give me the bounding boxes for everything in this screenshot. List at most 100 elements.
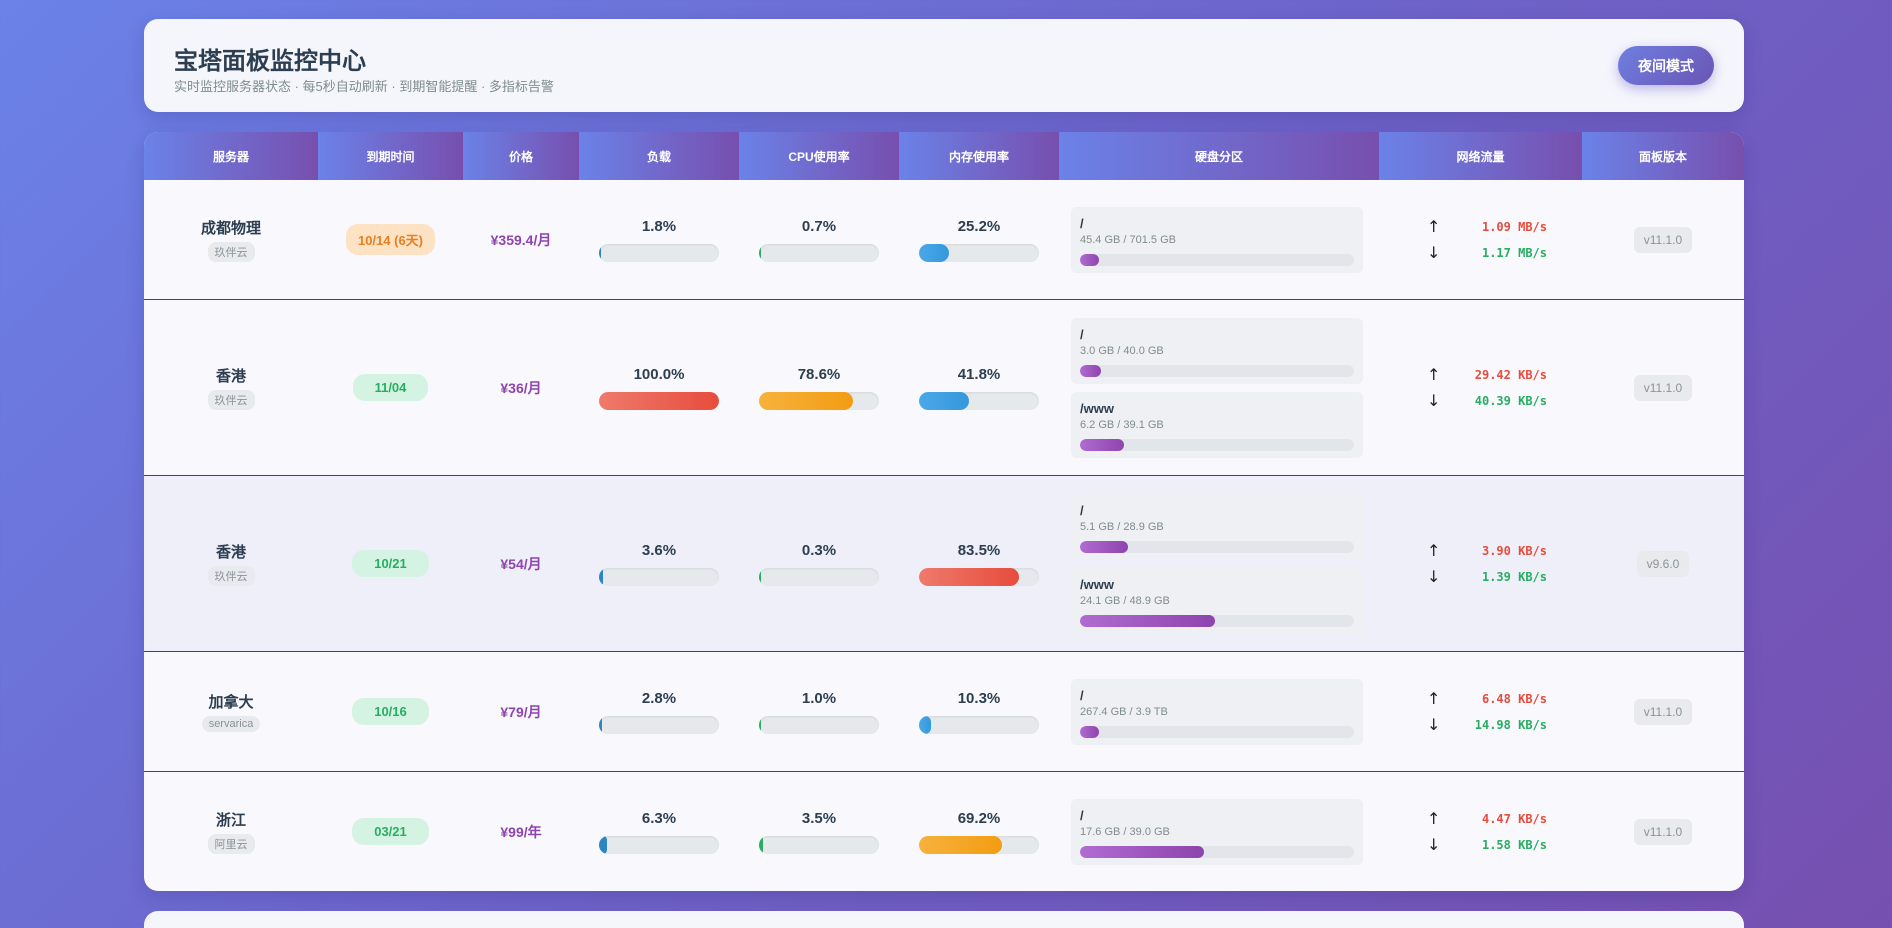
page-subtitle: 实时监控服务器状态 · 每5秒自动刷新 · 到期智能提醒 · 多指标告警: [174, 79, 554, 94]
expire-badge: 11/04: [352, 374, 429, 401]
disk-usage: 267.4 GB / 3.9 TB: [1080, 705, 1168, 718]
price-cell: ¥54/月: [463, 476, 579, 651]
download-rate: 1.58 KB/s: [1481, 837, 1547, 852]
disk-cell: / 3.0 GB / 40.0 GB/www 6.2 GB / 39.1 GB: [1071, 300, 1363, 475]
column-header: 面板版本: [1582, 132, 1744, 180]
disk-partition: /www 24.1 GB / 48.9 GB: [1071, 567, 1363, 634]
download-rate: 1.17 MB/s: [1481, 245, 1547, 260]
disk-partition: / 5.1 GB / 28.9 GB: [1071, 493, 1363, 560]
load-cell: 6.3%: [579, 772, 739, 891]
upload-line: ↑ 6.48 KB/s: [1427, 689, 1547, 708]
arrow-down-icon: ↓: [1427, 715, 1441, 734]
night-mode-button[interactable]: 夜间模式: [1618, 46, 1714, 85]
column-header: 网络流量: [1379, 132, 1582, 180]
server-cell: 香港 玖伴云: [144, 300, 318, 475]
network-cell: ↑ 29.42 KB/s ↓ 40.39 KB/s: [1427, 300, 1547, 475]
cpu-value: 78.6%: [797, 365, 841, 383]
panel-version-badge: v11.1.0: [1633, 374, 1693, 401]
price-value: ¥54/月: [500, 555, 542, 572]
disk-progress-bar: [1080, 438, 1354, 451]
price-cell: ¥99/年: [463, 772, 579, 891]
provider-badge: 玖伴云: [207, 242, 255, 262]
disk-progress-fill: [1080, 253, 1100, 266]
disk-progress-bar: [1080, 614, 1354, 627]
provider-badge: 玖伴云: [207, 390, 255, 410]
column-header: 内存使用率: [899, 132, 1059, 180]
load-progress-bar: [599, 835, 719, 854]
disk-usage: 17.6 GB / 39.0 GB: [1080, 825, 1170, 838]
disk-path: /: [1080, 326, 1084, 342]
network-cell: ↑ 1.09 MB/s ↓ 1.17 MB/s: [1427, 180, 1547, 299]
mem-cell: 41.8%: [899, 300, 1059, 475]
upload-rate: 1.09 MB/s: [1481, 219, 1547, 234]
cpu-progress-fill: [759, 567, 761, 586]
disk-usage: 5.1 GB / 28.9 GB: [1080, 520, 1164, 533]
panel-version-badge: v11.1.0: [1633, 818, 1693, 845]
bottom-panel: [144, 911, 1744, 928]
mem-progress-fill: [919, 391, 970, 410]
panel-version-badge: v11.1.0: [1633, 226, 1693, 253]
cpu-progress-fill: [759, 715, 761, 734]
load-progress-bar: [599, 715, 719, 734]
upload-rate: 6.48 KB/s: [1481, 691, 1547, 706]
cpu-cell: 0.7%: [739, 180, 899, 299]
load-value: 2.8%: [641, 689, 677, 707]
download-line: ↓ 1.39 KB/s: [1427, 567, 1547, 586]
server-name: 加拿大: [208, 694, 254, 711]
mem-cell: 10.3%: [899, 652, 1059, 771]
cpu-progress-bar: [759, 715, 879, 734]
load-progress-bar: [599, 243, 719, 262]
version-cell: v11.1.0: [1582, 772, 1744, 891]
load-progress-bar: [599, 391, 719, 410]
expire-badge: 10/16: [352, 698, 429, 725]
mem-progress-bar: [919, 243, 1039, 262]
cpu-value: 1.0%: [801, 689, 837, 707]
price-value: ¥99/年: [500, 823, 542, 840]
network-cell: ↑ 3.90 KB/s ↓ 1.39 KB/s: [1427, 476, 1547, 651]
disk-progress-bar: [1080, 845, 1354, 858]
price-cell: ¥79/月: [463, 652, 579, 771]
arrow-up-icon: ↑: [1427, 217, 1441, 236]
disk-partition: / 17.6 GB / 39.0 GB: [1071, 798, 1363, 865]
price-cell: ¥36/月: [463, 300, 579, 475]
disk-partition: / 267.4 GB / 3.9 TB: [1071, 678, 1363, 745]
cpu-cell: 0.3%: [739, 476, 899, 651]
mem-progress-fill: [919, 835, 1003, 854]
server-cell: 加拿大 servarica: [144, 652, 318, 771]
mem-value: 25.2%: [957, 217, 1001, 235]
mem-cell: 25.2%: [899, 180, 1059, 299]
price-value: ¥359.4/月: [490, 231, 552, 248]
server-table: 服务器 到期时间 价格 负载 CPU使用率 内存使用率 硬盘分区 网络流量 面板版本 成都物理玖…: [144, 132, 1744, 891]
upload-rate: 3.90 KB/s: [1481, 543, 1547, 558]
price-value: ¥79/月: [500, 703, 542, 720]
download-line: ↓ 14.98 KB/s: [1427, 715, 1547, 734]
disk-usage: 3.0 GB / 40.0 GB: [1080, 344, 1164, 357]
column-header: 价格: [463, 132, 579, 180]
download-rate: 1.39 KB/s: [1481, 569, 1547, 584]
cpu-cell: 1.0%: [739, 652, 899, 771]
column-header: 硬盘分区: [1059, 132, 1379, 180]
mem-progress-bar: [919, 567, 1039, 586]
expire-cell: 10/14 (6天): [318, 180, 463, 299]
disk-path: /: [1080, 215, 1084, 231]
disk-path: /www: [1080, 576, 1114, 592]
arrow-down-icon: ↓: [1427, 243, 1441, 262]
upload-line: ↑ 29.42 KB/s: [1427, 365, 1547, 384]
cpu-value: 3.5%: [801, 809, 837, 827]
disk-progress-fill: [1080, 438, 1124, 451]
disk-progress-bar: [1080, 364, 1354, 377]
disk-path: /: [1080, 687, 1084, 703]
cpu-progress-bar: [759, 243, 879, 262]
cpu-value: 0.3%: [801, 541, 837, 559]
version-cell: v11.1.0: [1582, 300, 1744, 475]
expire-cell: 03/21: [318, 772, 463, 891]
server-cell: 成都物理 玖伴云: [144, 180, 318, 299]
disk-progress-fill: [1080, 364, 1101, 377]
mem-progress-bar: [919, 835, 1039, 854]
mem-value: 83.5%: [957, 541, 1001, 559]
provider-badge: 阿里云: [207, 834, 255, 854]
load-cell: 3.6%: [579, 476, 739, 651]
version-cell: v11.1.0: [1582, 652, 1744, 771]
load-value: 100.0%: [633, 365, 685, 383]
cpu-progress-fill: [759, 835, 764, 854]
